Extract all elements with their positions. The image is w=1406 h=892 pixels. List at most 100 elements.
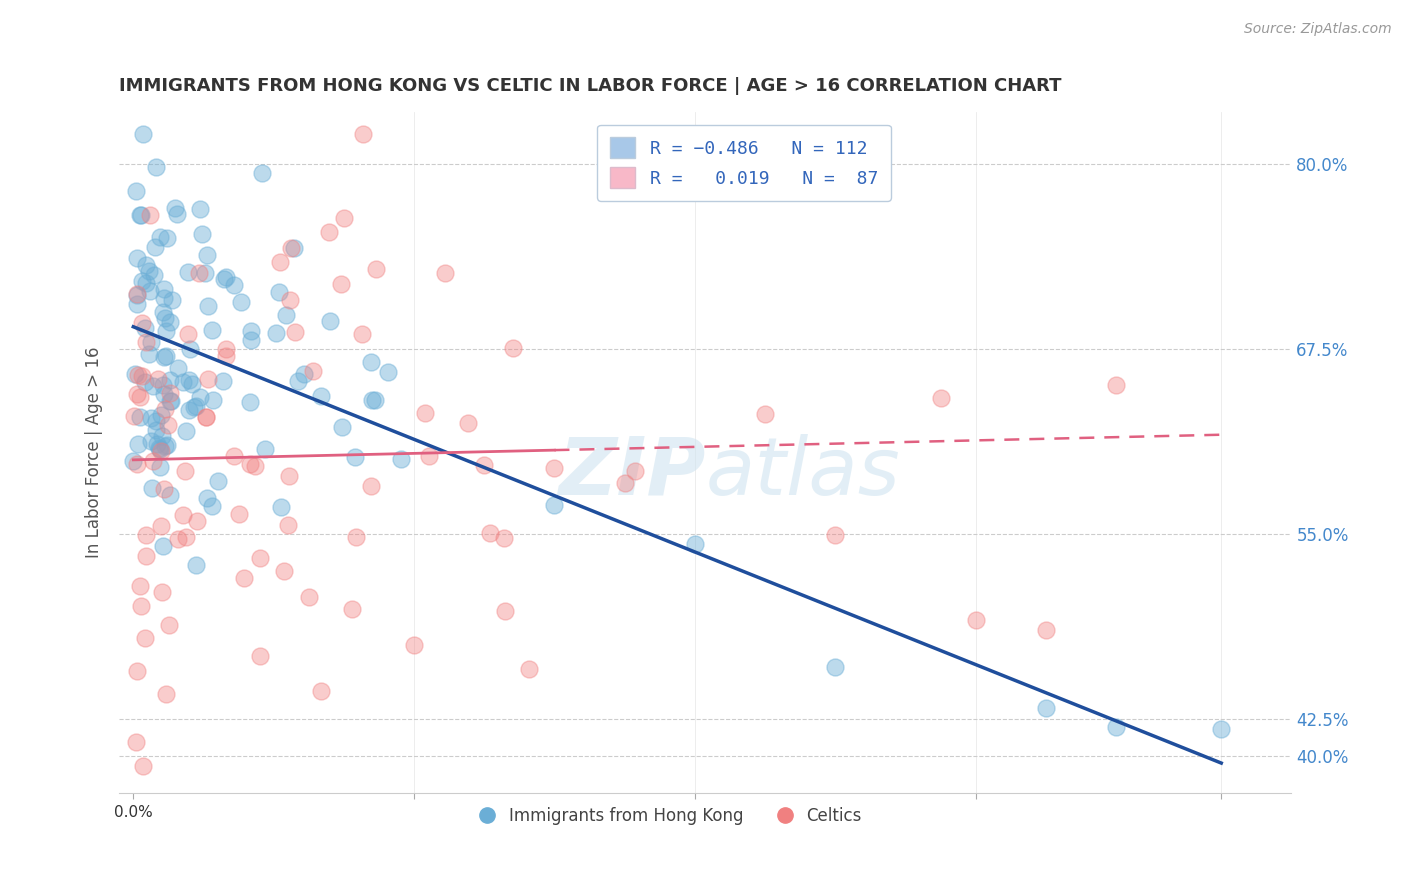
- Point: [224, 278, 246, 293]
- Point: [122, 409, 145, 423]
- Point: [127, 436, 149, 450]
- Point: [143, 240, 166, 254]
- Point: [125, 296, 148, 310]
- Point: [413, 406, 436, 420]
- Point: [472, 458, 495, 472]
- Point: [132, 759, 155, 773]
- Point: [478, 525, 501, 540]
- Point: [125, 664, 148, 678]
- Point: [494, 603, 516, 617]
- Point: [165, 201, 187, 215]
- Point: [330, 277, 353, 292]
- Point: [344, 529, 367, 543]
- Point: [166, 532, 188, 546]
- Point: [141, 481, 163, 495]
- Point: [195, 491, 218, 506]
- Point: [172, 375, 194, 389]
- Point: [138, 264, 160, 278]
- Point: [186, 558, 208, 572]
- Point: [319, 314, 342, 328]
- Point: [153, 386, 176, 401]
- Point: [183, 401, 205, 415]
- Point: [129, 208, 152, 222]
- Point: [330, 420, 353, 434]
- Point: [129, 579, 152, 593]
- Point: [240, 334, 263, 348]
- Point: [186, 514, 208, 528]
- Point: [283, 242, 305, 256]
- Point: [194, 267, 217, 281]
- Point: [184, 399, 207, 413]
- Point: [135, 276, 157, 290]
- Point: [195, 248, 218, 262]
- Point: [434, 267, 457, 281]
- Point: [287, 374, 309, 388]
- Point: [333, 211, 356, 225]
- Point: [188, 390, 211, 404]
- Point: [754, 408, 776, 422]
- Point: [153, 439, 176, 453]
- Point: [190, 227, 212, 241]
- Text: Source: ZipAtlas.com: Source: ZipAtlas.com: [1244, 22, 1392, 37]
- Point: [188, 266, 211, 280]
- Point: [152, 305, 174, 319]
- Text: ZIP: ZIP: [558, 434, 706, 512]
- Point: [127, 368, 149, 382]
- Point: [152, 291, 174, 305]
- Point: [270, 500, 292, 514]
- Point: [277, 518, 299, 533]
- Point: [404, 638, 426, 652]
- Point: [159, 488, 181, 502]
- Point: [141, 335, 163, 350]
- Point: [342, 602, 364, 616]
- Point: [167, 361, 190, 376]
- Point: [519, 662, 541, 676]
- Point: [174, 463, 197, 477]
- Point: [318, 225, 340, 239]
- Point: [159, 393, 181, 408]
- Point: [150, 519, 173, 533]
- Point: [360, 479, 382, 493]
- Point: [150, 443, 173, 458]
- Point: [292, 367, 315, 381]
- Point: [159, 315, 181, 329]
- Point: [197, 300, 219, 314]
- Point: [215, 270, 238, 285]
- Point: [162, 293, 184, 307]
- Point: [264, 326, 287, 340]
- Point: [269, 255, 291, 269]
- Point: [135, 528, 157, 542]
- Point: [174, 424, 197, 438]
- Point: [160, 394, 183, 409]
- Point: [153, 311, 176, 326]
- Point: [389, 451, 412, 466]
- Point: [149, 409, 172, 423]
- Point: [143, 268, 166, 283]
- Point: [131, 274, 153, 288]
- Point: [377, 365, 399, 379]
- Point: [239, 458, 262, 472]
- Point: [202, 392, 225, 407]
- Point: [153, 482, 176, 496]
- Legend: Immigrants from Hong Kong, Celtics: Immigrants from Hong Kong, Celtics: [472, 801, 869, 832]
- Point: [929, 391, 952, 405]
- Point: [152, 350, 174, 364]
- Point: [159, 385, 181, 400]
- Point: [155, 349, 177, 363]
- Point: [155, 687, 177, 701]
- Point: [127, 251, 149, 265]
- Point: [125, 457, 148, 471]
- Point: [824, 528, 846, 542]
- Point: [240, 324, 263, 338]
- Point: [284, 325, 307, 339]
- Point: [131, 369, 153, 384]
- Point: [146, 372, 169, 386]
- Point: [418, 449, 440, 463]
- Point: [250, 166, 273, 180]
- Point: [280, 293, 302, 308]
- Point: [142, 379, 165, 393]
- Point: [276, 308, 298, 322]
- Point: [166, 207, 188, 221]
- Point: [502, 341, 524, 355]
- Point: [124, 368, 146, 382]
